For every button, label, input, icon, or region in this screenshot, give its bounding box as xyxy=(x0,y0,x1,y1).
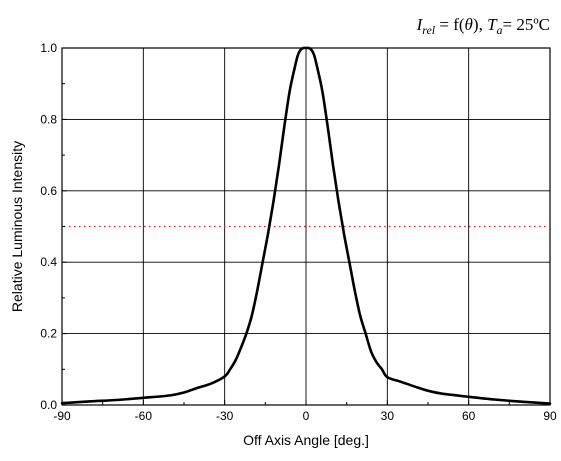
x-tick-label: 90 xyxy=(543,409,557,423)
chart-title: Irel = f(θ), Ta= 25ºC xyxy=(416,15,550,37)
tick-marks xyxy=(61,47,551,406)
x-tick-labels: -90 -60 -30 0 30 60 90 xyxy=(53,409,557,423)
grid-lines xyxy=(62,48,550,405)
title-theta: θ xyxy=(465,15,473,34)
x-tick-label: -90 xyxy=(53,409,71,423)
y-tick-label: 0.6 xyxy=(40,184,57,198)
x-tick-label: 30 xyxy=(381,409,395,423)
title-symbol-i: I xyxy=(416,15,424,34)
y-tick-label: 1.0 xyxy=(40,41,57,55)
x-axis-label: Off Axis Angle [deg.] xyxy=(243,432,369,448)
x-tick-label: 0 xyxy=(303,409,310,423)
title-temperature: = 25ºC xyxy=(503,15,550,34)
title-symbol-t: T xyxy=(487,15,498,34)
title-close: ), xyxy=(473,15,487,34)
title-equals-f: = f( xyxy=(435,15,465,34)
x-tick-label: 60 xyxy=(462,409,476,423)
y-tick-label: 0.4 xyxy=(40,255,57,269)
title-subscript-a: a xyxy=(497,23,503,37)
y-tick-label: 0.0 xyxy=(40,398,57,412)
y-tick-label: 0.2 xyxy=(40,327,57,341)
title-subscript-rel: rel xyxy=(422,23,436,37)
y-axis-label: Relative Luminous Intensity xyxy=(9,141,25,312)
y-tick-label: 0.8 xyxy=(40,112,57,126)
y-tick-labels: 0.0 0.2 0.4 0.6 0.8 1.0 xyxy=(40,41,57,412)
x-tick-label: -30 xyxy=(216,409,234,423)
x-tick-label: -60 xyxy=(135,409,153,423)
